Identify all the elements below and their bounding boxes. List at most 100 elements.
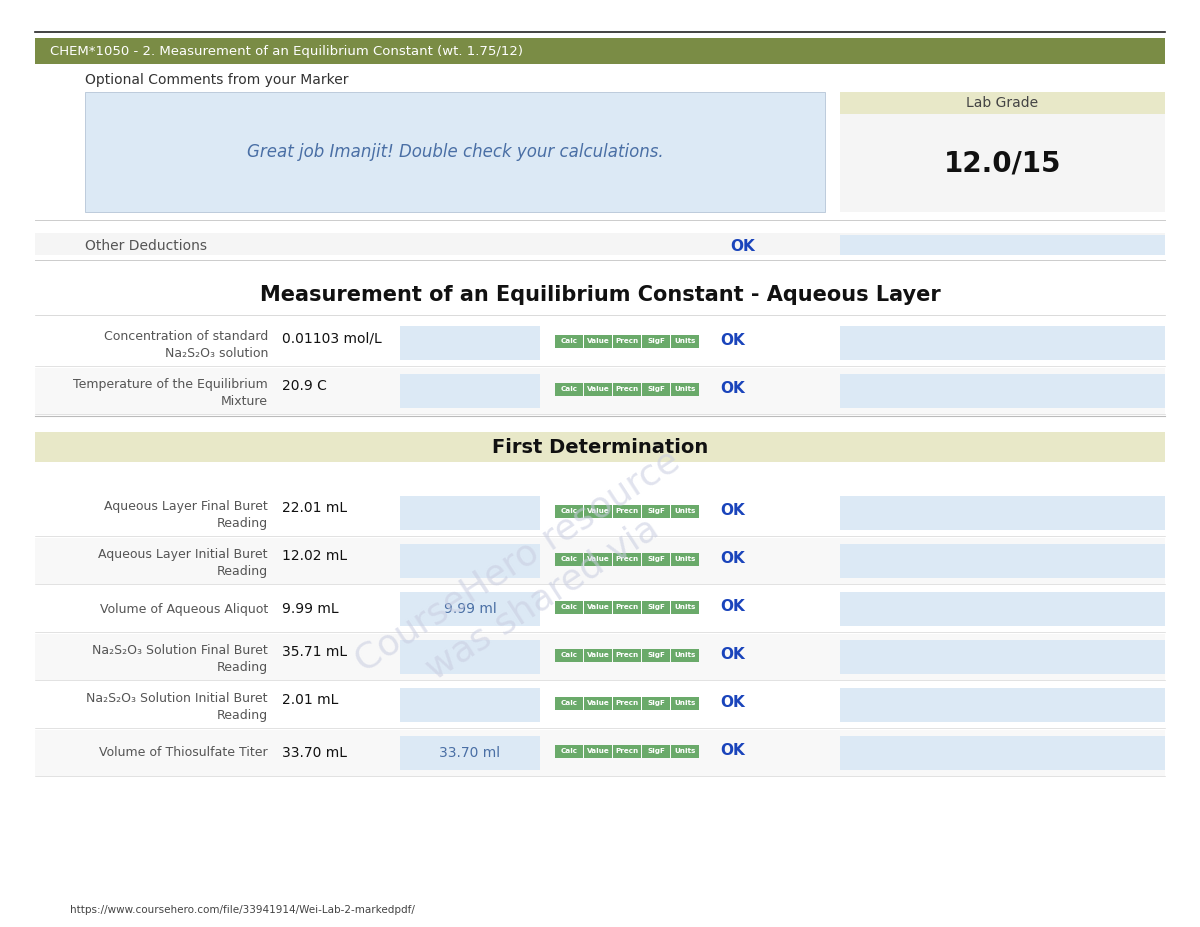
Bar (840, 92, 1165, 114)
Text: OK: OK (720, 743, 745, 758)
Bar (400, 496, 540, 530)
Text: 20.9 C: 20.9 C (282, 379, 326, 393)
Text: Great job Imanjit! Double check your calculations.: Great job Imanjit! Double check your cal… (247, 143, 664, 161)
Text: Measurement of an Equilibrium Constant - Aqueous Layer: Measurement of an Equilibrium Constant -… (259, 285, 941, 305)
Bar (642, 744, 670, 757)
Bar (613, 601, 641, 614)
Text: Units: Units (674, 508, 696, 514)
Bar (613, 383, 641, 396)
Bar (613, 649, 641, 662)
Text: SigF: SigF (647, 653, 665, 658)
Bar (554, 697, 583, 710)
Text: 0.01103 mol/L: 0.01103 mol/L (282, 331, 382, 346)
Bar (554, 649, 583, 662)
Text: Reading: Reading (217, 708, 268, 721)
Bar (671, 383, 698, 396)
Text: Precn: Precn (616, 653, 638, 658)
Bar (400, 640, 540, 674)
Bar (840, 592, 1165, 626)
Bar (840, 736, 1165, 770)
Bar (554, 601, 583, 614)
Bar (584, 383, 612, 396)
Text: Volume of Thiosulfate Titer: Volume of Thiosulfate Titer (100, 746, 268, 759)
Text: Precn: Precn (616, 556, 638, 562)
Text: 12.0/15: 12.0/15 (943, 149, 1061, 177)
Text: 9.99 mL: 9.99 mL (282, 602, 338, 616)
Bar (840, 688, 1165, 722)
Bar (584, 601, 612, 614)
Bar (613, 744, 641, 757)
Bar (671, 744, 698, 757)
Text: Precn: Precn (616, 748, 638, 755)
Bar (671, 697, 698, 710)
Text: Calc: Calc (560, 338, 577, 344)
Bar (671, 649, 698, 662)
Text: Lab Grade: Lab Grade (966, 96, 1038, 110)
Bar (35, 233, 1165, 255)
Text: Precn: Precn (616, 387, 638, 392)
Text: 9.99 ml: 9.99 ml (444, 602, 497, 616)
Text: SigF: SigF (647, 387, 665, 392)
Text: 2.01 mL: 2.01 mL (282, 693, 338, 707)
Text: Units: Units (674, 338, 696, 344)
Text: 22.01 mL: 22.01 mL (282, 502, 347, 515)
Bar (642, 552, 670, 565)
Bar (840, 496, 1165, 530)
Bar (35, 320, 1165, 366)
Bar (584, 649, 612, 662)
Bar (840, 544, 1165, 578)
Bar (671, 601, 698, 614)
Text: SigF: SigF (647, 748, 665, 755)
Bar (642, 697, 670, 710)
Text: Calc: Calc (560, 748, 577, 755)
Text: Aqueous Layer Initial Buret: Aqueous Layer Initial Buret (98, 548, 268, 561)
Bar (642, 504, 670, 517)
Text: Calc: Calc (560, 700, 577, 706)
Text: 33.70 ml: 33.70 ml (439, 746, 500, 760)
Text: First Determination: First Determination (492, 438, 708, 456)
Text: Precn: Precn (616, 700, 638, 706)
Bar (35, 490, 1165, 536)
Text: Value: Value (587, 508, 610, 514)
Text: Value: Value (587, 387, 610, 392)
Text: OK: OK (720, 552, 745, 566)
Bar (584, 335, 612, 348)
Text: Mixture: Mixture (221, 395, 268, 408)
Text: Units: Units (674, 653, 696, 658)
Text: SigF: SigF (647, 700, 665, 706)
Text: Optional Comments from your Marker: Optional Comments from your Marker (85, 73, 348, 87)
Text: SigF: SigF (647, 508, 665, 514)
Bar (400, 326, 540, 360)
Text: Na₂S₂O₃ solution: Na₂S₂O₃ solution (164, 347, 268, 360)
Bar (554, 744, 583, 757)
Bar (400, 544, 540, 578)
Text: Reading: Reading (217, 516, 268, 529)
Bar (642, 335, 670, 348)
Text: Precn: Precn (616, 508, 638, 514)
Bar (35, 538, 1165, 584)
Bar (584, 552, 612, 565)
Text: Calc: Calc (560, 604, 577, 610)
Text: OK: OK (720, 503, 745, 518)
Text: 33.70 mL: 33.70 mL (282, 746, 347, 760)
Bar (35, 432, 1165, 462)
Text: Units: Units (674, 556, 696, 562)
Text: Temperature of the Equilibrium: Temperature of the Equilibrium (73, 377, 268, 390)
Text: Value: Value (587, 653, 610, 658)
Bar (85, 92, 826, 212)
Text: Volume of Aqueous Aliquot: Volume of Aqueous Aliquot (100, 603, 268, 616)
Text: Units: Units (674, 748, 696, 755)
Text: 12.02 mL: 12.02 mL (282, 550, 347, 564)
Text: SigF: SigF (647, 556, 665, 562)
Bar (840, 640, 1165, 674)
Bar (671, 335, 698, 348)
Bar (671, 504, 698, 517)
Bar (554, 383, 583, 396)
Bar (554, 552, 583, 565)
Text: Value: Value (587, 700, 610, 706)
Bar (554, 335, 583, 348)
Text: Value: Value (587, 748, 610, 755)
Text: Calc: Calc (560, 508, 577, 514)
Bar (584, 697, 612, 710)
Text: Units: Units (674, 700, 696, 706)
